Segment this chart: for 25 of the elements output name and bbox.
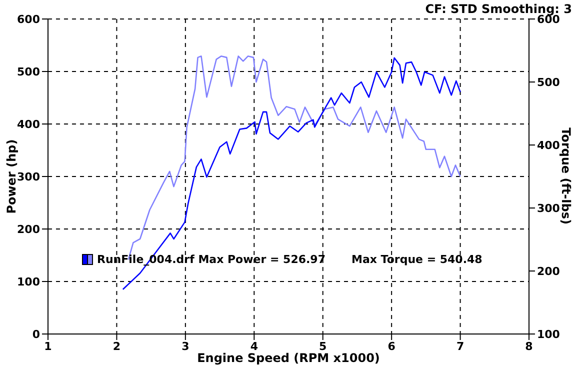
y2-tick-label: 100 [537, 328, 560, 341]
y2-tick-label: 500 [537, 76, 560, 89]
y-tick-label: 100 [17, 275, 40, 288]
y2-tick-label: 200 [537, 264, 560, 278]
y-tick-label: 200 [17, 222, 40, 236]
y2-tick-label: 400 [537, 138, 560, 152]
x-axis-title: Engine Speed (RPM x1000) [196, 351, 381, 365]
x-tick-label: 4 [250, 340, 258, 353]
x-tick-label: 5 [319, 340, 327, 353]
text: CF: STD Smoothing: 3 [425, 2, 572, 16]
x-tick-label: 1 [44, 340, 52, 353]
y2-axis-title: Torque (ft-lbs) [559, 128, 573, 224]
y-tick-label: 400 [17, 118, 40, 131]
x-tick-label: 3 [182, 340, 190, 353]
y-axis-title: Power (hp) [4, 139, 18, 214]
y2-tick-label: 300 [537, 202, 560, 215]
y-tick-label: 0 [32, 328, 40, 341]
x-tick-label: 7 [456, 340, 464, 353]
y-tick-label: 500 [17, 65, 40, 78]
x-tick-label: 8 [525, 340, 533, 353]
y-tick-label: 600 [17, 12, 40, 26]
x-tick-label: 2 [112, 340, 121, 353]
annotation: Max Torque = 540.48 [352, 253, 482, 266]
x-tick-label: 6 [388, 340, 396, 353]
y-tick-label: 300 [17, 170, 40, 184]
